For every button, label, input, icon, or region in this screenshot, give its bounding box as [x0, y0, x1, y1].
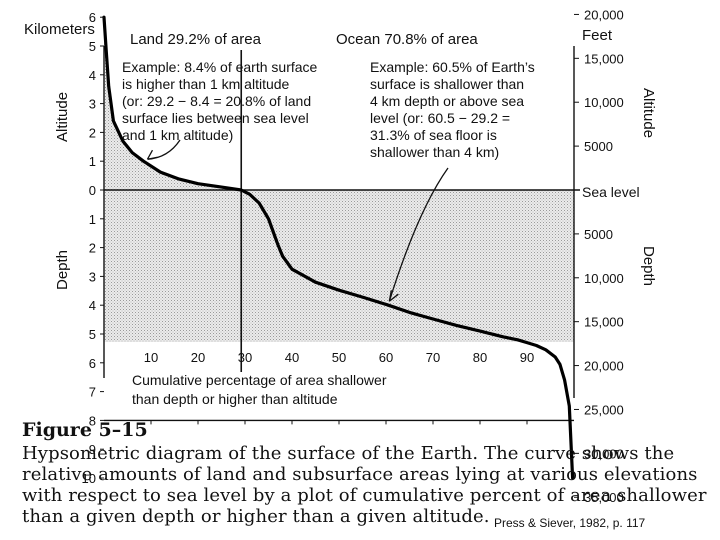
ocean-fill: [104, 190, 574, 342]
annotation-ocean-arrowhead: [388, 290, 399, 302]
annotation-land-arrowhead: [146, 149, 158, 160]
figure-caption: Figure 5–15 Hypsometric diagram of the s…: [22, 419, 712, 528]
right-depth-tick-label: 15,000: [584, 315, 624, 330]
annotation-ocean-line: 4 km depth or above sea: [370, 93, 524, 109]
sea-level-label: Sea level: [582, 184, 640, 200]
x-tick-label: 20: [191, 350, 205, 365]
x-tick-label: 60: [379, 350, 393, 365]
left-depth-tick-label: 5: [89, 327, 96, 342]
left-depth-tick-label: 7: [89, 385, 96, 400]
x-axis-label-line2: than depth or higher than altitude: [132, 391, 338, 407]
left-depth-tick-label: 10: [82, 471, 96, 486]
plot-area: 765432101234567891025,00020,00015,00010,…: [82, 7, 624, 505]
left-altitude-tick-label: 3: [89, 97, 96, 112]
right-depth-tick-label: 5000: [584, 227, 613, 242]
right-depth-tick-label: 35,000: [584, 490, 624, 505]
right-depth-label: Depth: [640, 246, 657, 286]
left-altitude-label: Altitude: [54, 92, 71, 142]
left-altitude-tick-label: 1: [89, 154, 96, 169]
annotation-land-line: surface lies between sea level: [122, 110, 309, 126]
left-depth-tick-label: 3: [89, 269, 96, 284]
x-tick-label: 40: [285, 350, 299, 365]
left-axis-units: Kilometers: [24, 21, 95, 38]
left-altitude-tick-label: 5: [89, 39, 96, 54]
right-altitude-tick-label: 10,000: [584, 95, 624, 110]
annotation-land-line: (or: 29.2 − 8.4 = 20.8% of land: [122, 93, 311, 109]
left-depth-tick-label: 8: [89, 413, 96, 428]
hypsometric-curve: [102, 15, 575, 480]
x-tick-label: 30: [238, 350, 252, 365]
left-depth-tick-label: 9: [89, 442, 96, 457]
left-depth-tick-label: 6: [89, 356, 96, 371]
annotation-ocean-line: shallower than 4 km): [370, 144, 499, 160]
left-depth-label: Depth: [54, 250, 71, 290]
annotation-ocean-line: 31.3% of sea floor is: [370, 127, 497, 143]
figure-caption-text: Hypsometric diagram of the surface of th…: [22, 443, 707, 527]
left-altitude-tick-label: 0: [89, 183, 96, 198]
land-fill: [104, 17, 242, 191]
right-altitude-tick-label: 15,000: [584, 51, 624, 66]
right-altitude-tick-label: 5000: [584, 139, 613, 154]
x-axis-label-line1: Cumulative percentage of area shallower: [132, 372, 387, 388]
x-tick-label: 10: [144, 350, 158, 365]
annotation-ocean-line: Example: 60.5% of Earth’s: [370, 59, 535, 75]
annotation-ocean-line: level (or: 60.5 − 29.2 =: [370, 110, 510, 126]
right-depth-tick-label: 20,000: [584, 359, 624, 374]
right-depth-tick-label: 30,000: [584, 446, 624, 461]
annotation-land-line: and 1 km altitude): [122, 127, 233, 143]
right-depth-tick-label: 10,000: [584, 271, 624, 286]
left-altitude-tick-label: 6: [89, 10, 96, 25]
land-label: Land 29.2% of area: [130, 31, 262, 48]
left-altitude-tick-label: 4: [89, 68, 96, 83]
figure-label: Figure 5–15: [22, 419, 148, 441]
ocean-label: Ocean 70.8% of area: [336, 31, 478, 48]
left-altitude-tick-label: 2: [89, 125, 96, 140]
annotation-ocean-arrow: [388, 167, 449, 302]
right-altitude-label: Altitude: [640, 88, 657, 138]
left-depth-tick-label: 2: [89, 241, 96, 256]
source-credit: Press & Siever, 1982, p. 117: [494, 516, 646, 530]
annotation-land-line: Example: 8.4% of earth surface: [122, 59, 318, 75]
x-tick-label: 80: [473, 350, 487, 365]
annotation-ocean-line: surface is shallower than: [370, 76, 524, 92]
right-axis-units: Feet: [582, 27, 613, 44]
right-altitude-tick-label: 20,000: [584, 7, 624, 22]
annotation-land-line: is higher than 1 km altitude: [122, 76, 290, 92]
left-depth-tick-label: 4: [89, 298, 96, 313]
right-depth-tick-label: 25,000: [584, 402, 624, 417]
x-tick-label: 50: [332, 350, 346, 365]
x-tick-label: 90: [520, 350, 534, 365]
left-depth-tick-label: 1: [89, 212, 96, 227]
x-tick-label: 70: [426, 350, 440, 365]
